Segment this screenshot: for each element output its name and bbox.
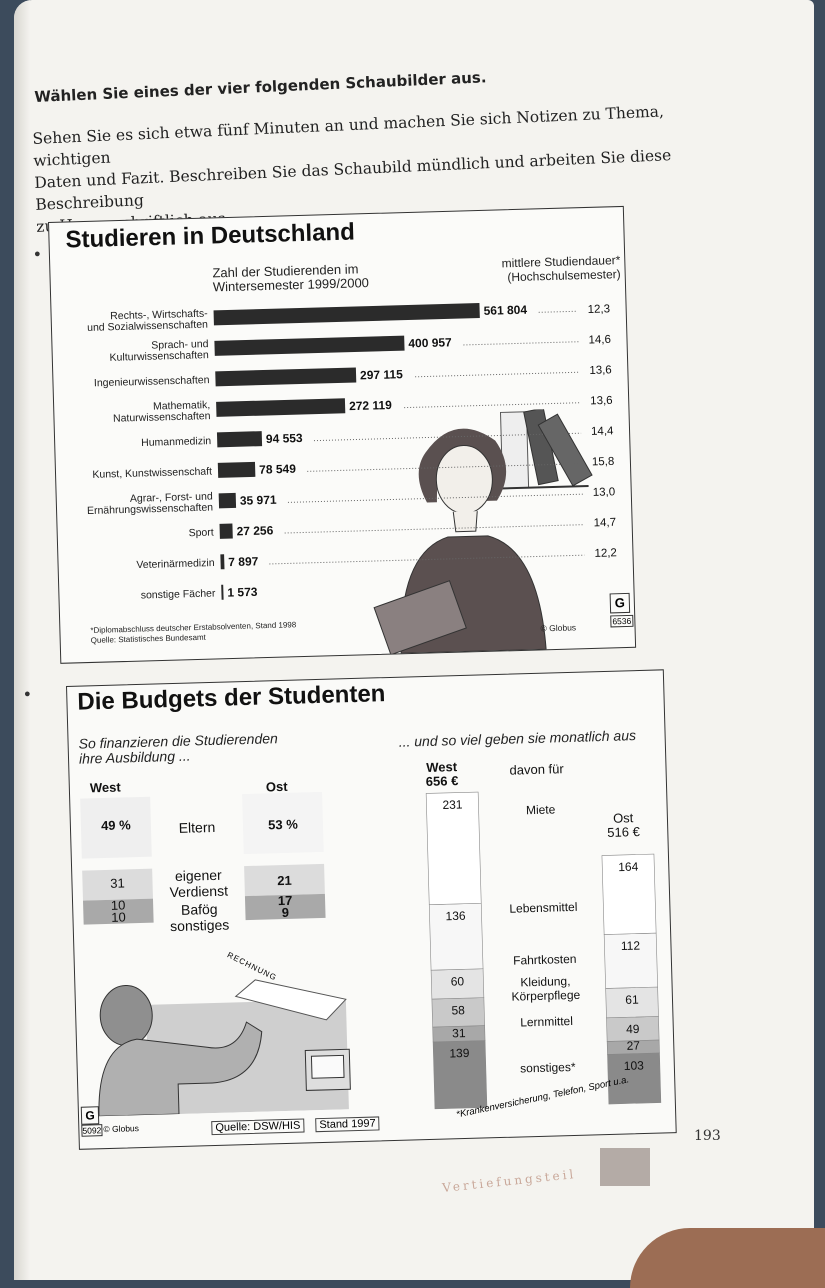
- chart1-category-label: Kulturwissenschaften: [109, 349, 209, 364]
- chart2-segment-value: 103: [624, 1058, 645, 1073]
- chart1-leader-dots: [538, 310, 578, 313]
- chart1-duration-label: 13,6: [590, 395, 613, 408]
- chart2-segment-value: 58: [451, 1003, 465, 1017]
- chart2-segment-value: 231: [442, 797, 463, 812]
- chart2-segment: [601, 853, 657, 935]
- instruction-heading: Wählen Sie eines der vier folgenden Scha…: [34, 68, 487, 106]
- chart1-bar: [220, 554, 225, 570]
- chart2-series-label: Körperpflege: [511, 988, 580, 1004]
- chart1-value-label: 1 573: [227, 585, 258, 600]
- section-title: Vertiefungsteil: [441, 1167, 577, 1195]
- chart1-bar: [221, 584, 224, 600]
- chart1-marker: ●: [34, 248, 41, 260]
- chart1-bar: [216, 398, 346, 417]
- chart2-segment-value: 61: [625, 993, 639, 1007]
- chart2-segment: [425, 791, 482, 906]
- globus-logo: G: [609, 592, 631, 614]
- chart2-source: Quelle: DSW/HIS: [211, 1118, 305, 1136]
- page-gutter: [14, 0, 30, 1280]
- chart1-bars: Rechts-, Wirtschafts-und Sozialwissensch…: [87, 302, 617, 602]
- chart1-value-label: 7 897: [228, 554, 259, 569]
- chart1-category-label: Ernährungswissenschaften: [87, 502, 214, 518]
- chart1-duration-label: 14,7: [593, 517, 616, 530]
- chart2-series-label: sonstiges*: [520, 1060, 576, 1076]
- chart2-segment-value: 136: [445, 909, 466, 924]
- chart1-category-label: Sprach- und: [151, 338, 209, 352]
- chart1-bar: [214, 335, 405, 356]
- chart1-bar: [219, 523, 233, 539]
- chart2-series-label: Fahrtkosten: [513, 952, 577, 968]
- chart1-category-label: Mathematik,: [153, 399, 211, 413]
- chart1-value-label: 35 971: [240, 493, 277, 508]
- chart1-duration-label: 14,6: [588, 334, 611, 347]
- chart2-segment-value: 60: [451, 974, 465, 988]
- chart1-value-label: 27 256: [236, 523, 273, 538]
- chart2-series-label: Kleidung,: [520, 974, 570, 989]
- chart2-stand: Stand 1997: [315, 1116, 380, 1133]
- chart1-duration-label: 13,6: [589, 364, 612, 377]
- chart1-category-label: Sport: [188, 526, 214, 539]
- globus-logo-2: G: [80, 1106, 100, 1125]
- chart2-credit: © Globus: [103, 1123, 140, 1135]
- chart1-value-label: 561 804: [483, 303, 527, 318]
- section-tab: [600, 1148, 650, 1186]
- chart1-duration-label: 13,0: [593, 486, 616, 499]
- chart1-value-label: 94 553: [266, 431, 303, 446]
- chart1-bar: [213, 302, 480, 326]
- chart1-duration-label: 12,2: [594, 547, 617, 560]
- chart1-leader-dots: [307, 463, 582, 472]
- chart2-segment-value: 112: [621, 939, 641, 954]
- chart2-series-label: Miete: [526, 802, 556, 817]
- chart1-value-label: 272 119: [349, 398, 392, 413]
- chart1-category-label: Agrar-, Forst- und: [130, 491, 213, 505]
- chart1-category-label: Veterinärmedizin: [136, 557, 215, 571]
- chart2-series-label: Lebensmittel: [509, 900, 577, 916]
- chart1-category-label: Naturwissenschaften: [113, 410, 211, 425]
- chart2-stacked-bars: 139 31 58 60 136 231 103 27 49 61 112 164 Miete Leben…: [425, 791, 662, 1110]
- chart2-segment-value: 31: [452, 1026, 466, 1040]
- chart2-segment-value: 139: [449, 1046, 470, 1061]
- chart1-value-label: 297 115: [360, 367, 403, 382]
- book-page: Wählen Sie eines der vier folgenden Scha…: [14, 0, 814, 1280]
- chart2-segment-value: 49: [626, 1022, 640, 1036]
- chart1-leader-dots: [313, 432, 582, 442]
- chart1-code: 6536: [610, 614, 634, 628]
- chart1-leader-dots: [284, 524, 584, 534]
- chart-studieren: Studieren in Deutschland Zahl der Studie…: [48, 205, 637, 664]
- chart2-segment-value: 27: [626, 1038, 640, 1052]
- chart1-duration-label: 15,8: [592, 456, 615, 469]
- chart1-value-label: 400 957: [408, 335, 452, 350]
- chart1-duration-label: 14,4: [591, 425, 614, 438]
- chart1-category-label: Kunst, Kunstwissenschaft: [92, 466, 212, 481]
- chart2-marker: ●: [24, 688, 31, 700]
- chart1-bar: [218, 492, 237, 509]
- chart1-bar: [216, 431, 263, 448]
- chart1-leader-dots: [287, 493, 583, 503]
- chart2-segment-value: 164: [618, 860, 639, 875]
- chart1-category-label: und Sozialwissenschaften: [87, 319, 208, 334]
- chart2-code: 5092: [81, 1124, 103, 1137]
- chart1-category-label: Humanmedizin: [141, 435, 211, 449]
- chart1-leader-dots: [415, 371, 580, 378]
- chart1-leader-dots: [269, 554, 585, 565]
- chart1-bar: [215, 367, 357, 387]
- chart-budgets: Die Budgets der Studenten So finanzieren…: [66, 669, 677, 1150]
- page-number: 193: [694, 1128, 721, 1144]
- student-woman-illustration: [373, 407, 593, 655]
- chart1-credit: © Globus: [540, 622, 577, 634]
- chart1-category-label: Ingenieurwissenschaften: [94, 374, 210, 389]
- chart1-bar: [217, 461, 256, 478]
- chart1-duration-label: 12,3: [587, 303, 610, 316]
- chart1-category-label: sonstige Fächer: [141, 587, 217, 601]
- chart1-source: Quelle: Statistisches Bundesamt: [90, 632, 206, 645]
- chart1-leader-dots: [463, 341, 579, 346]
- student-man-illustration: [98, 979, 351, 1117]
- chart2-series-label: Lernmittel: [520, 1014, 573, 1029]
- thumb: [630, 1228, 825, 1288]
- chart1-leader-dots: [404, 402, 581, 409]
- chart1-value-label: 78 549: [259, 462, 296, 477]
- chart1-category-label: Rechts-, Wirtschafts-: [110, 308, 208, 323]
